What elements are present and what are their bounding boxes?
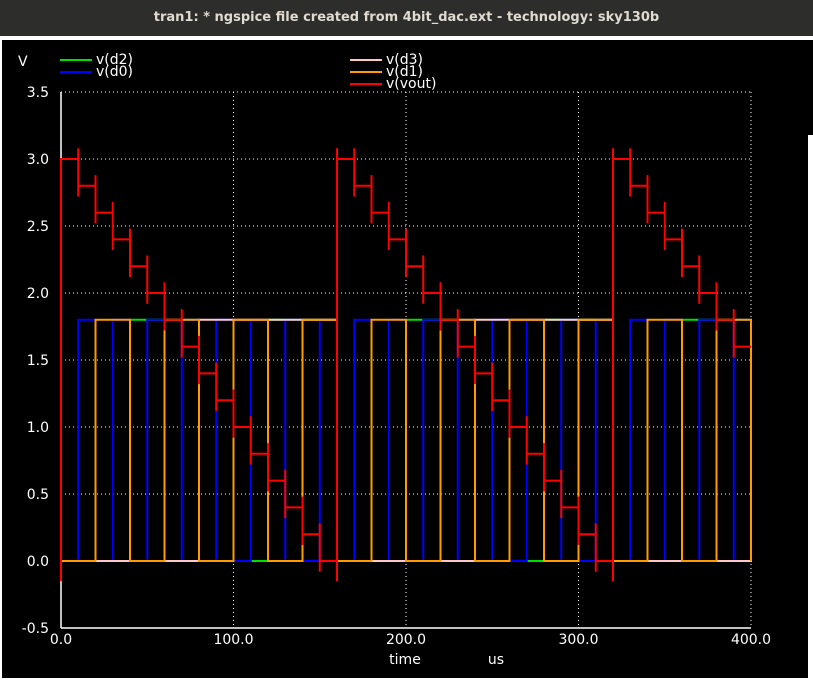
x-tick-label: 0.0: [50, 632, 72, 648]
y-tick-label: 3.0: [27, 152, 49, 168]
y-axis-label: V: [18, 54, 28, 70]
y-tick-label: 2.5: [27, 219, 49, 235]
x-axis-label: time: [389, 652, 421, 668]
legend-label-vd0: v(d0): [96, 64, 133, 80]
legend-label-vd3: v(d3): [386, 52, 423, 68]
y-tick-label: 1.0: [27, 420, 49, 436]
y-tick-label: 2.0: [27, 286, 49, 302]
x-tick-label: 200.0: [386, 632, 426, 648]
legend-label-vd1: v(d1): [386, 64, 423, 80]
window-titlebar[interactable]: tran1: * ngspice file created from 4bit_…: [0, 0, 813, 36]
plot-area[interactable]: 0.0 100.0 200.0 300.0 400.0 -0.5 0.0 0.5 1.0 1.5 2…: [2, 40, 808, 678]
series-line-vd1: [61, 318, 752, 562]
y-tick-label: 1.5: [27, 353, 49, 369]
waveform-chart: 0.0 100.0 200.0 300.0 400.0-0.50.00.51.01.52…: [18, 52, 771, 668]
window-title: tran1: * ngspice file created from 4bit_…: [153, 10, 660, 25]
y-tick-label: -0.5: [22, 621, 49, 637]
series-line-vvout: [60, 148, 751, 582]
x-axis-unit: us: [488, 652, 504, 668]
x-tick-label: 400.0: [731, 632, 771, 648]
x-tick-label: 100.0: [213, 632, 253, 648]
legend-label-vd2: v(d2): [96, 52, 133, 68]
window-edge-strip: [808, 40, 813, 135]
y-tick-label: 0.5: [27, 487, 49, 503]
y-tick-label: 3.5: [27, 85, 49, 101]
x-tick-label: 300.0: [558, 632, 598, 648]
legend-label-vvout: v(vout): [386, 76, 436, 92]
y-tick-label: 0.0: [27, 554, 49, 570]
